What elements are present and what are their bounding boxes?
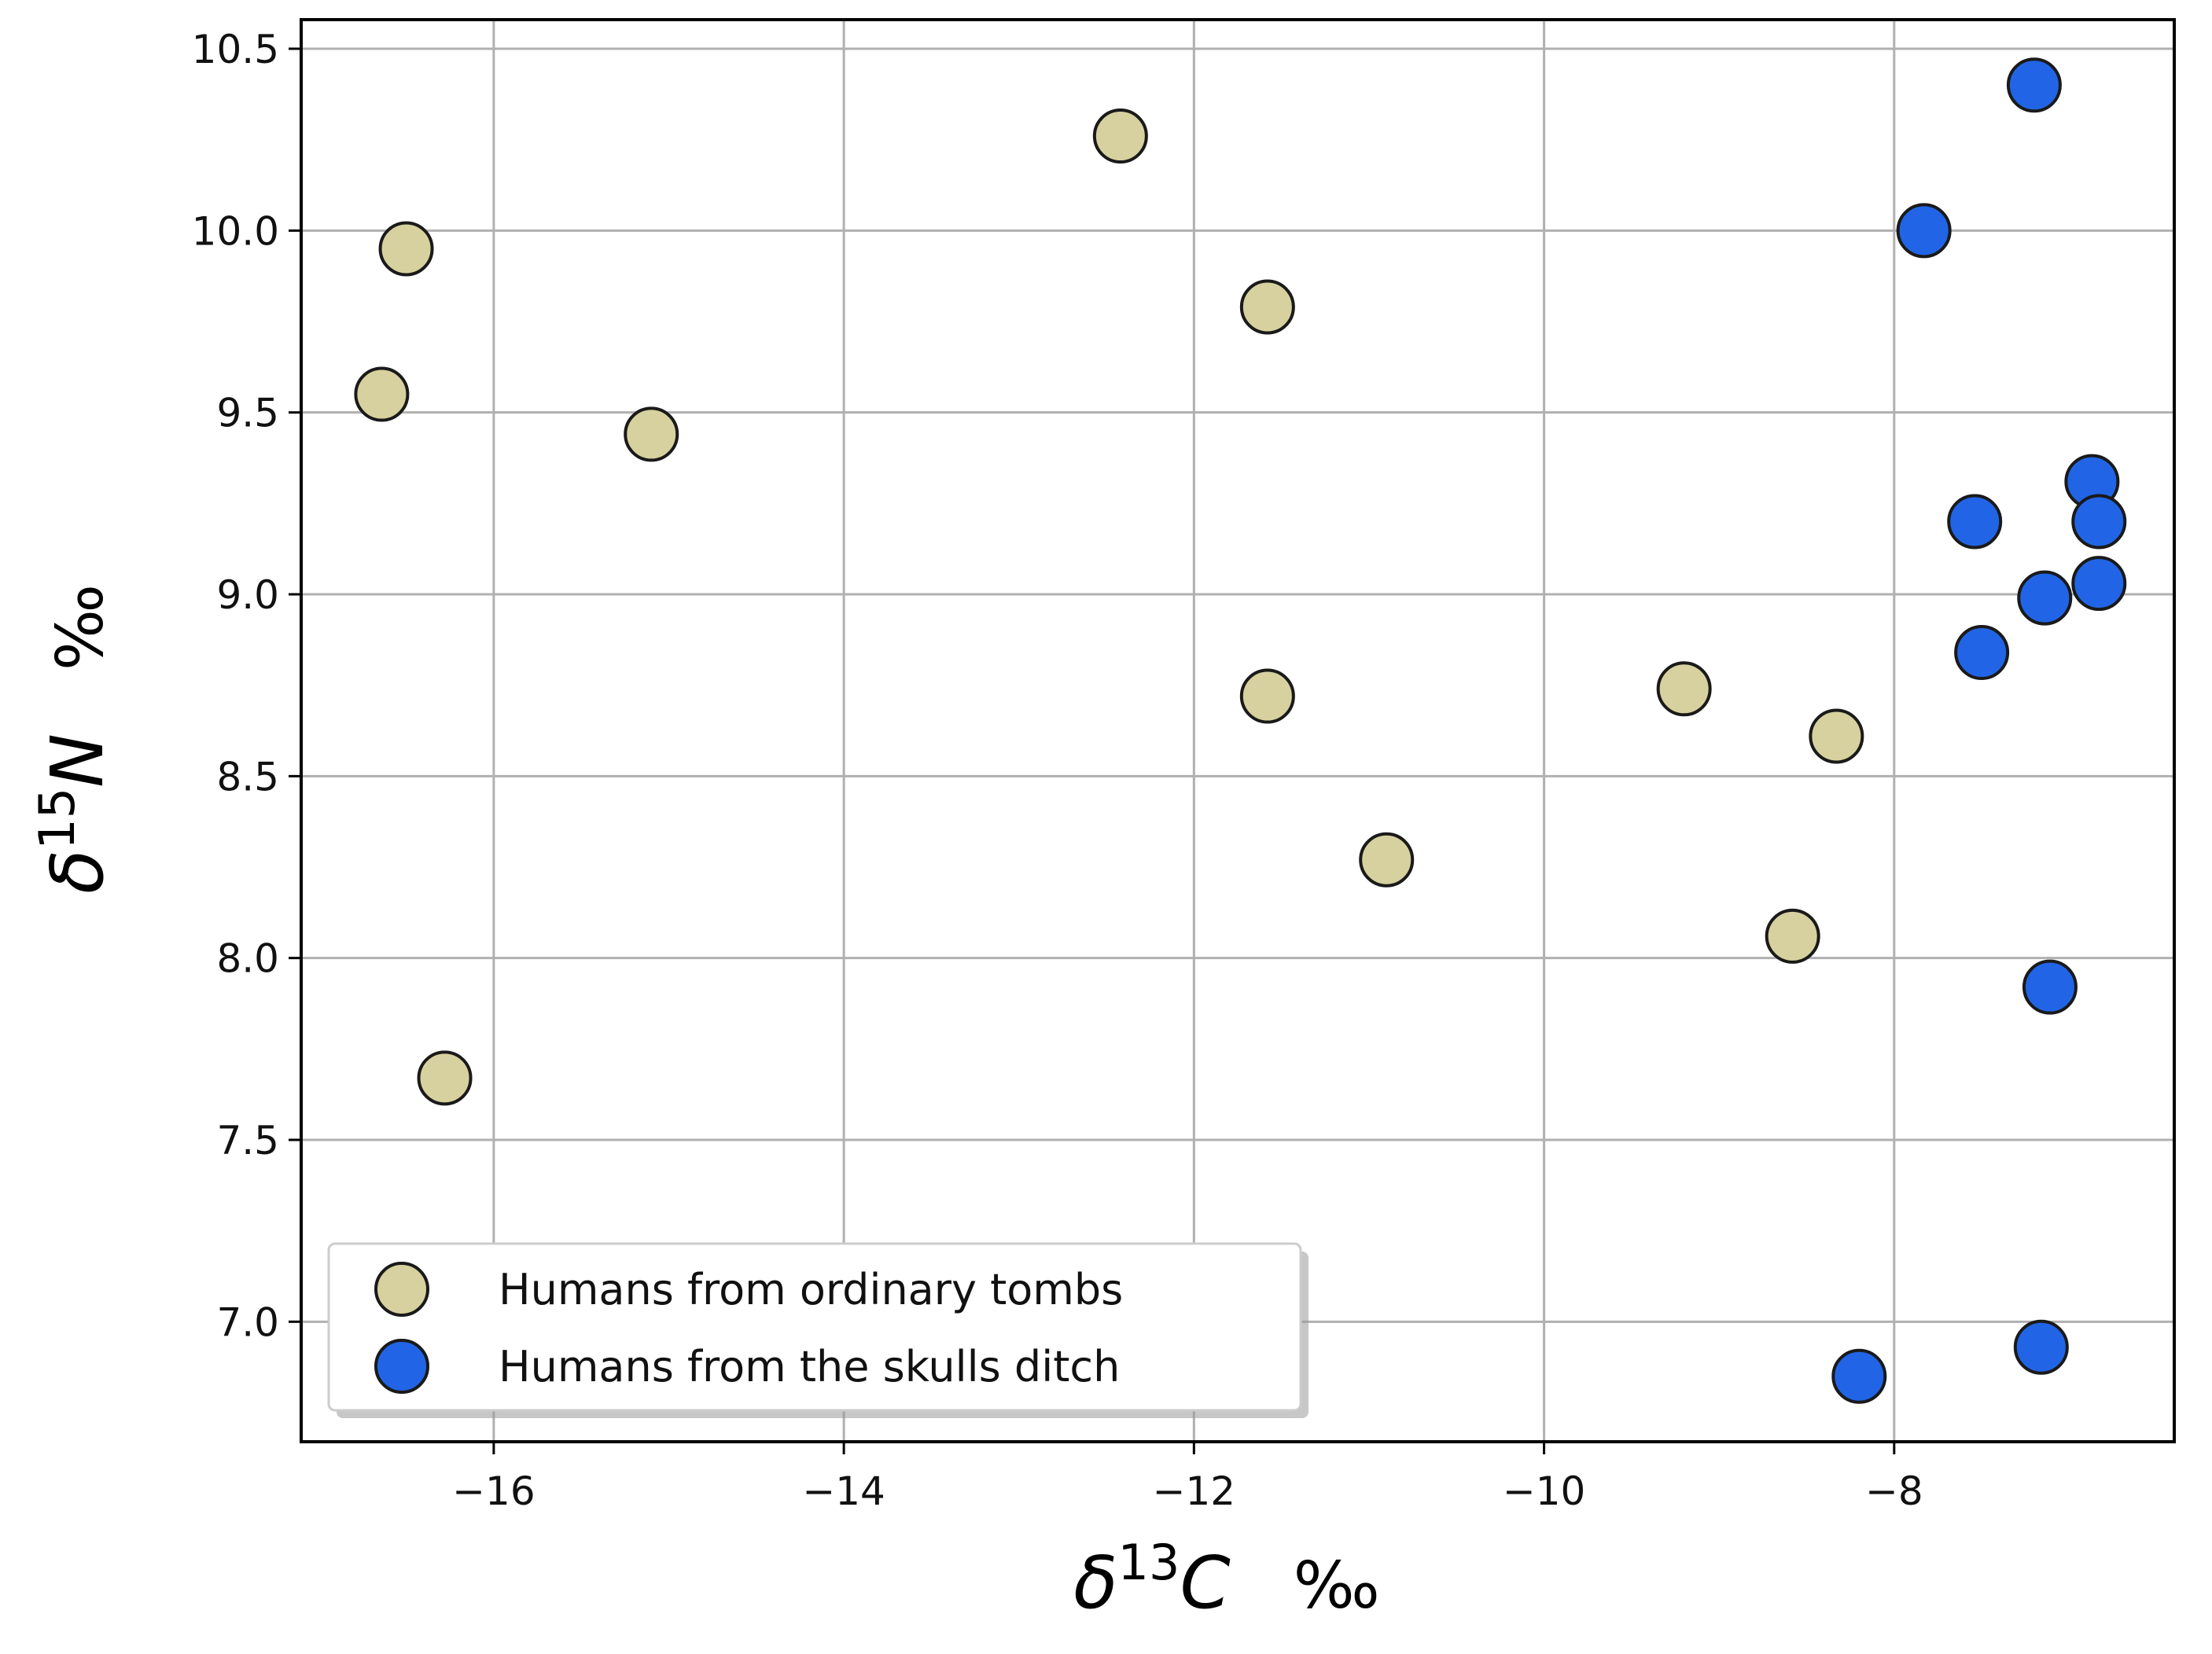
- point-skulls-ditch: [2022, 959, 2078, 1015]
- point-skulls-ditch: [1896, 203, 1952, 259]
- y-axis-title: δ15N ‰: [28, 584, 120, 894]
- y-tick-label: 8.0: [216, 936, 279, 982]
- legend-box: [327, 1242, 1302, 1412]
- point-ordinary-tombs: [1359, 832, 1415, 888]
- legend-label-ordinary-tombs: Humans from ordinary tombs: [499, 1265, 1123, 1314]
- legend-marker-ordinary-tombs: [374, 1262, 429, 1317]
- point-ordinary-tombs: [1809, 708, 1864, 764]
- data-points: [354, 57, 2127, 1404]
- point-ordinary-tombs: [1765, 908, 1820, 964]
- x-axis-letter: C: [1180, 1541, 1230, 1625]
- point-skulls-ditch: [2017, 570, 2073, 626]
- y-tick-label: 7.0: [216, 1299, 279, 1345]
- point-skulls-ditch: [1831, 1348, 1887, 1404]
- y-tick-label: 10.5: [192, 27, 279, 72]
- point-skulls-ditch: [2071, 556, 2127, 612]
- point-ordinary-tombs: [417, 1050, 473, 1106]
- point-skulls-ditch: [1947, 494, 2003, 549]
- legend-marker-skulls-ditch: [374, 1339, 429, 1394]
- x-tick-label: −10: [1503, 1468, 1586, 1514]
- y-tick-label: 9.0: [216, 572, 279, 618]
- point-skulls-ditch: [2006, 57, 2062, 113]
- point-ordinary-tombs: [1239, 668, 1295, 724]
- y-tick-label: 8.5: [216, 754, 279, 799]
- point-skulls-ditch: [1954, 625, 2010, 681]
- y-axis-superscript: 15: [28, 788, 86, 850]
- y-tick-label: 7.5: [216, 1118, 279, 1163]
- y-axis-unit: ‰: [43, 584, 118, 671]
- point-skulls-ditch: [2071, 494, 2127, 549]
- point-ordinary-tombs: [378, 221, 434, 277]
- plot-area-frame: [300, 18, 2176, 1443]
- x-axis-symbol: δ: [1073, 1541, 1117, 1625]
- point-ordinary-tombs: [1239, 279, 1295, 335]
- y-tick-label: 10.0: [192, 208, 279, 254]
- axis-ticks: −16 −14 −12 −10 −8 7.0 7.5 8.0 8.5 9.0 9.5 10.0 10.5: [192, 27, 1923, 1514]
- x-tick-label: −16: [452, 1468, 536, 1514]
- point-ordinary-tombs: [1092, 108, 1148, 164]
- x-axis-unit: ‰: [1294, 1549, 1380, 1623]
- x-tick-label: −12: [1153, 1468, 1236, 1514]
- grid: [301, 20, 2174, 1442]
- point-ordinary-tombs: [1656, 661, 1712, 717]
- x-tick-label: −8: [1865, 1468, 1923, 1514]
- point-ordinary-tombs: [354, 366, 410, 422]
- y-axis-symbol: δ: [35, 850, 120, 894]
- x-axis-superscript: 13: [1118, 1534, 1180, 1591]
- y-tick-label: 9.5: [216, 391, 279, 436]
- point-skulls-ditch: [2013, 1319, 2069, 1375]
- legend: Humans from ordinary tombs Humans from t…: [327, 1242, 1308, 1418]
- legend-label-skulls-ditch: Humans from the skulls ditch: [499, 1342, 1120, 1391]
- point-ordinary-tombs: [624, 406, 679, 462]
- y-axis-letter: N: [35, 733, 120, 788]
- x-tick-label: −14: [802, 1468, 885, 1514]
- x-axis-title: δ13C ‰: [1073, 1534, 1379, 1625]
